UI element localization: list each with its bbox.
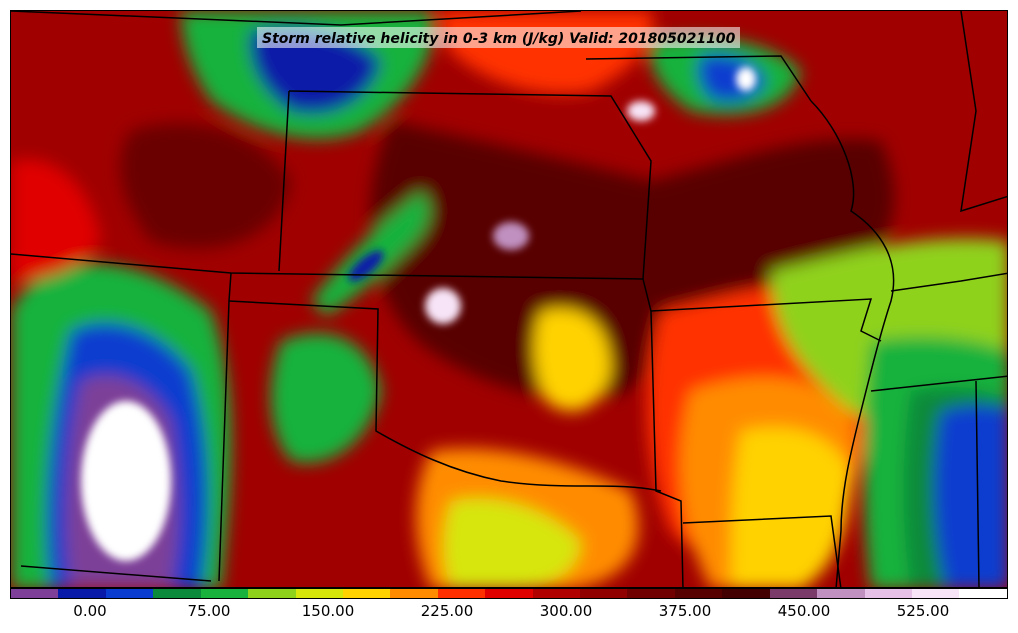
colorbar-tick-label: 75.00: [187, 602, 231, 620]
state-borders: [11, 11, 1007, 587]
border-line: [11, 11, 582, 26]
helicity-map: [11, 11, 1007, 587]
colorbar-segment: [722, 589, 770, 598]
colorbar-segment: [11, 589, 59, 598]
colorbar-segment: [342, 589, 391, 598]
field-dark-northwest: [120, 123, 291, 249]
border-line: [960, 11, 1007, 213]
field-green-central: [270, 333, 381, 463]
colorbar-tick-label: 150.00: [301, 602, 355, 620]
map-panel: Storm relative helicity in 0-3 km (J/kg)…: [10, 10, 1008, 588]
field-white-northeast: [736, 67, 756, 91]
border-line: [890, 272, 1007, 292]
border-line: [870, 375, 1007, 392]
colorbar-tick-label: 525.00: [896, 602, 950, 620]
field-yellow-south: [731, 427, 851, 587]
colorbar-segment: [912, 589, 960, 598]
border-line: [278, 90, 290, 272]
colorbar-segment: [864, 589, 913, 598]
map-title: Storm relative helicity in 0-3 km (J/kg)…: [262, 31, 736, 47]
colorbar-segment: [674, 589, 723, 598]
colorbar-segment: [58, 589, 106, 598]
colorbar-segment: [390, 589, 438, 598]
colorbar-segment: [580, 589, 628, 598]
colorbar-labels: 0.00 75.00 150.00 225.00 300.00 375.00 4…: [10, 602, 1008, 624]
colorbar-tick-label: 450.00: [777, 602, 831, 620]
field-yellow-south-central: [443, 498, 581, 587]
colorbar-segment: [248, 589, 296, 598]
colorbar-tick-label: 300.00: [539, 602, 593, 620]
colorbar-segment: [817, 589, 865, 598]
colorbar-segment: [959, 589, 1007, 598]
border-line: [650, 310, 684, 587]
field-red-west: [11, 159, 101, 281]
map-title-box: Storm relative helicity in 0-3 km (J/kg)…: [257, 27, 741, 48]
colorbar-tick-label: 225.00: [420, 602, 474, 620]
colorbar-segment: [200, 589, 249, 598]
field-white-west: [81, 401, 171, 561]
border-line: [228, 300, 662, 492]
field-blue-streak: [348, 250, 384, 282]
colorbar-segment: [295, 589, 343, 598]
colorbar-segment: [485, 589, 533, 598]
colorbar-segment: [437, 589, 486, 598]
colorbar-segment: [769, 589, 818, 598]
colorbar: [10, 588, 1008, 599]
border-line: [810, 100, 895, 587]
field-white-north: [627, 101, 655, 121]
field-blue-east: [934, 405, 1007, 587]
border-line: [642, 278, 882, 342]
border-line: [975, 380, 980, 587]
colorbar-tick-label: 0.00: [73, 602, 107, 620]
colorbar-tick-label: 375.00: [658, 602, 712, 620]
border-line: [288, 90, 652, 280]
field-lavender-center: [493, 222, 529, 250]
border-line: [585, 55, 812, 102]
field-yellow-central: [534, 308, 611, 411]
colorbar-segment: [105, 589, 154, 598]
colorbar-segment: [627, 589, 675, 598]
border-line: [20, 565, 212, 582]
field-dark-core: [370, 121, 895, 399]
colorbar-segment: [153, 589, 201, 598]
colorbar-segment: [532, 589, 581, 598]
field-white-center: [425, 288, 461, 324]
field-highs: [81, 67, 756, 561]
